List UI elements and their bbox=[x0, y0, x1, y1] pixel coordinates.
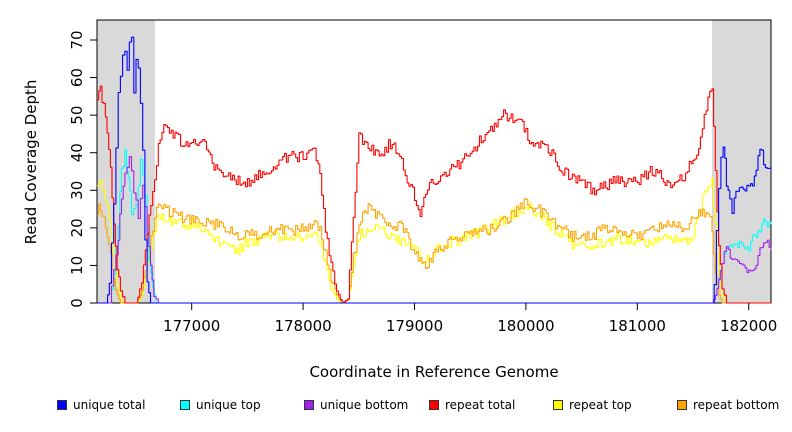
legend-swatch-repeat-top bbox=[553, 400, 563, 410]
chart-legend: unique total unique top unique bottom re… bbox=[0, 398, 792, 418]
legend-label-unique-total: unique total bbox=[73, 398, 146, 412]
legend-item-repeat-total: repeat total bbox=[429, 398, 515, 412]
legend-swatch-unique-top bbox=[180, 400, 190, 410]
plot-frame bbox=[96, 19, 772, 304]
legend-item-unique-top: unique top bbox=[180, 398, 261, 412]
series-line-unique-total bbox=[97, 36, 772, 304]
legend-swatch-unique-total bbox=[57, 400, 67, 410]
legend-item-unique-bottom: unique bottom bbox=[304, 398, 408, 412]
y-tick-label-60: 60 bbox=[68, 68, 86, 87]
legend-swatch-repeat-bottom bbox=[677, 400, 687, 410]
x-tick-label-178000: 178000 bbox=[274, 317, 331, 335]
x-tick-label-181000: 181000 bbox=[609, 317, 666, 335]
legend-swatch-repeat-total bbox=[429, 400, 439, 410]
legend-item-unique-total: unique total bbox=[57, 398, 145, 412]
series-line-repeat-total bbox=[97, 85, 771, 304]
x-tick-label-177000: 177000 bbox=[163, 317, 220, 335]
x-tick-label-180000: 180000 bbox=[497, 317, 554, 335]
x-tick-label-179000: 179000 bbox=[386, 317, 443, 335]
legend-label-repeat-top: repeat top bbox=[569, 398, 632, 412]
shaded-region-1 bbox=[711, 20, 771, 303]
x-axis-label: Coordinate in Reference Genome bbox=[309, 363, 558, 381]
y-tick-label-10: 10 bbox=[68, 256, 86, 275]
legend-swatch-unique-bottom bbox=[304, 400, 314, 410]
y-tick-label-70: 70 bbox=[68, 30, 86, 49]
y-tick-label-30: 30 bbox=[68, 181, 86, 200]
y-tick-label-0: 0 bbox=[68, 298, 86, 308]
x-tick-label-182000: 182000 bbox=[720, 317, 777, 335]
series-line-unique-top bbox=[97, 149, 772, 304]
legend-label-unique-bottom: unique bottom bbox=[320, 398, 409, 412]
legend-label-repeat-total: repeat total bbox=[445, 398, 516, 412]
legend-label-repeat-bottom: repeat bottom bbox=[693, 398, 780, 412]
legend-item-repeat-top: repeat top bbox=[553, 398, 632, 412]
y-axis-label: Read Coverage Depth bbox=[22, 80, 40, 245]
legend-item-repeat-bottom: repeat bottom bbox=[677, 398, 779, 412]
series-line-unique-bottom bbox=[97, 156, 772, 304]
legend-label-unique-top: unique top bbox=[196, 398, 261, 412]
series-line-repeat-bottom bbox=[97, 198, 771, 304]
y-tick-label-20: 20 bbox=[68, 218, 86, 237]
y-tick-label-50: 50 bbox=[68, 106, 86, 125]
y-tick-label-40: 40 bbox=[68, 143, 86, 162]
series-line-repeat-top bbox=[97, 177, 771, 304]
